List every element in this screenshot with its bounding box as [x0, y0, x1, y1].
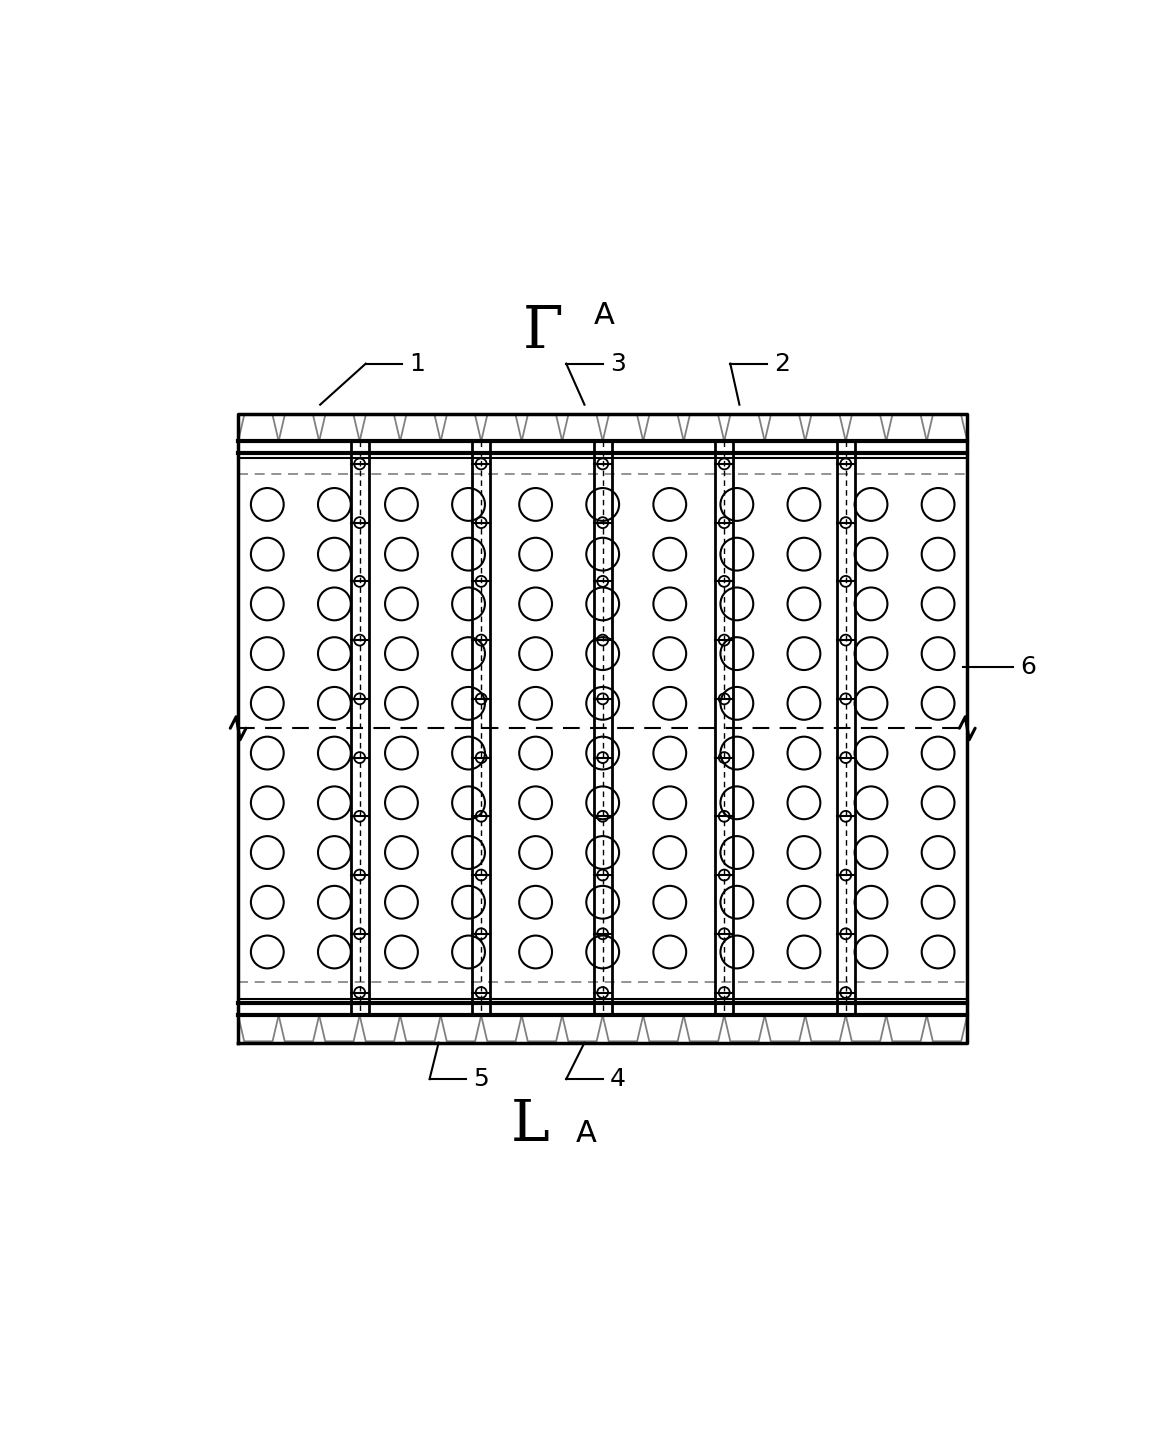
Text: L: L [510, 1097, 549, 1152]
Text: Γ: Γ [523, 304, 563, 359]
Text: A: A [594, 301, 615, 330]
Text: 4: 4 [610, 1067, 626, 1092]
Text: A: A [575, 1119, 596, 1148]
Text: 6: 6 [1020, 655, 1036, 679]
Text: 5: 5 [473, 1067, 489, 1092]
Text: 1: 1 [409, 352, 426, 376]
Text: 3: 3 [610, 352, 626, 376]
Text: 2: 2 [774, 352, 790, 376]
